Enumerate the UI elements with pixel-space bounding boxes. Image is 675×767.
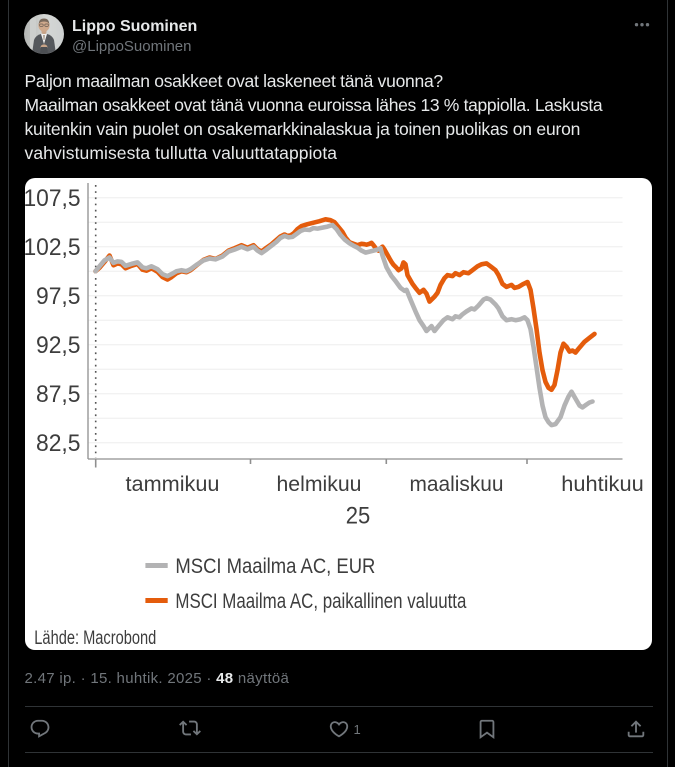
svg-text:82,5: 82,5 [36,430,81,457]
svg-text:87,5: 87,5 [36,381,81,408]
svg-text:Lähde: Macrobond: Lähde: Macrobond [34,628,156,649]
svg-text:MSCI Maailma AC, paikallinen v: MSCI Maailma AC, paikallinen valuutta [175,590,466,613]
svg-text:maaliskuu: maaliskuu [410,473,504,496]
svg-text:25: 25 [346,503,371,530]
svg-text:97,5: 97,5 [36,283,81,310]
svg-text:102,5: 102,5 [25,234,81,261]
svg-text:tammikuu: tammikuu [126,473,220,496]
svg-text:MSCI Maailma AC, EUR: MSCI Maailma AC, EUR [175,555,375,578]
svg-text:92,5: 92,5 [36,332,81,359]
svg-text:107,5: 107,5 [25,185,81,212]
svg-text:huhtikuu: huhtikuu [561,473,644,496]
svg-text:helmikuu: helmikuu [277,473,362,496]
